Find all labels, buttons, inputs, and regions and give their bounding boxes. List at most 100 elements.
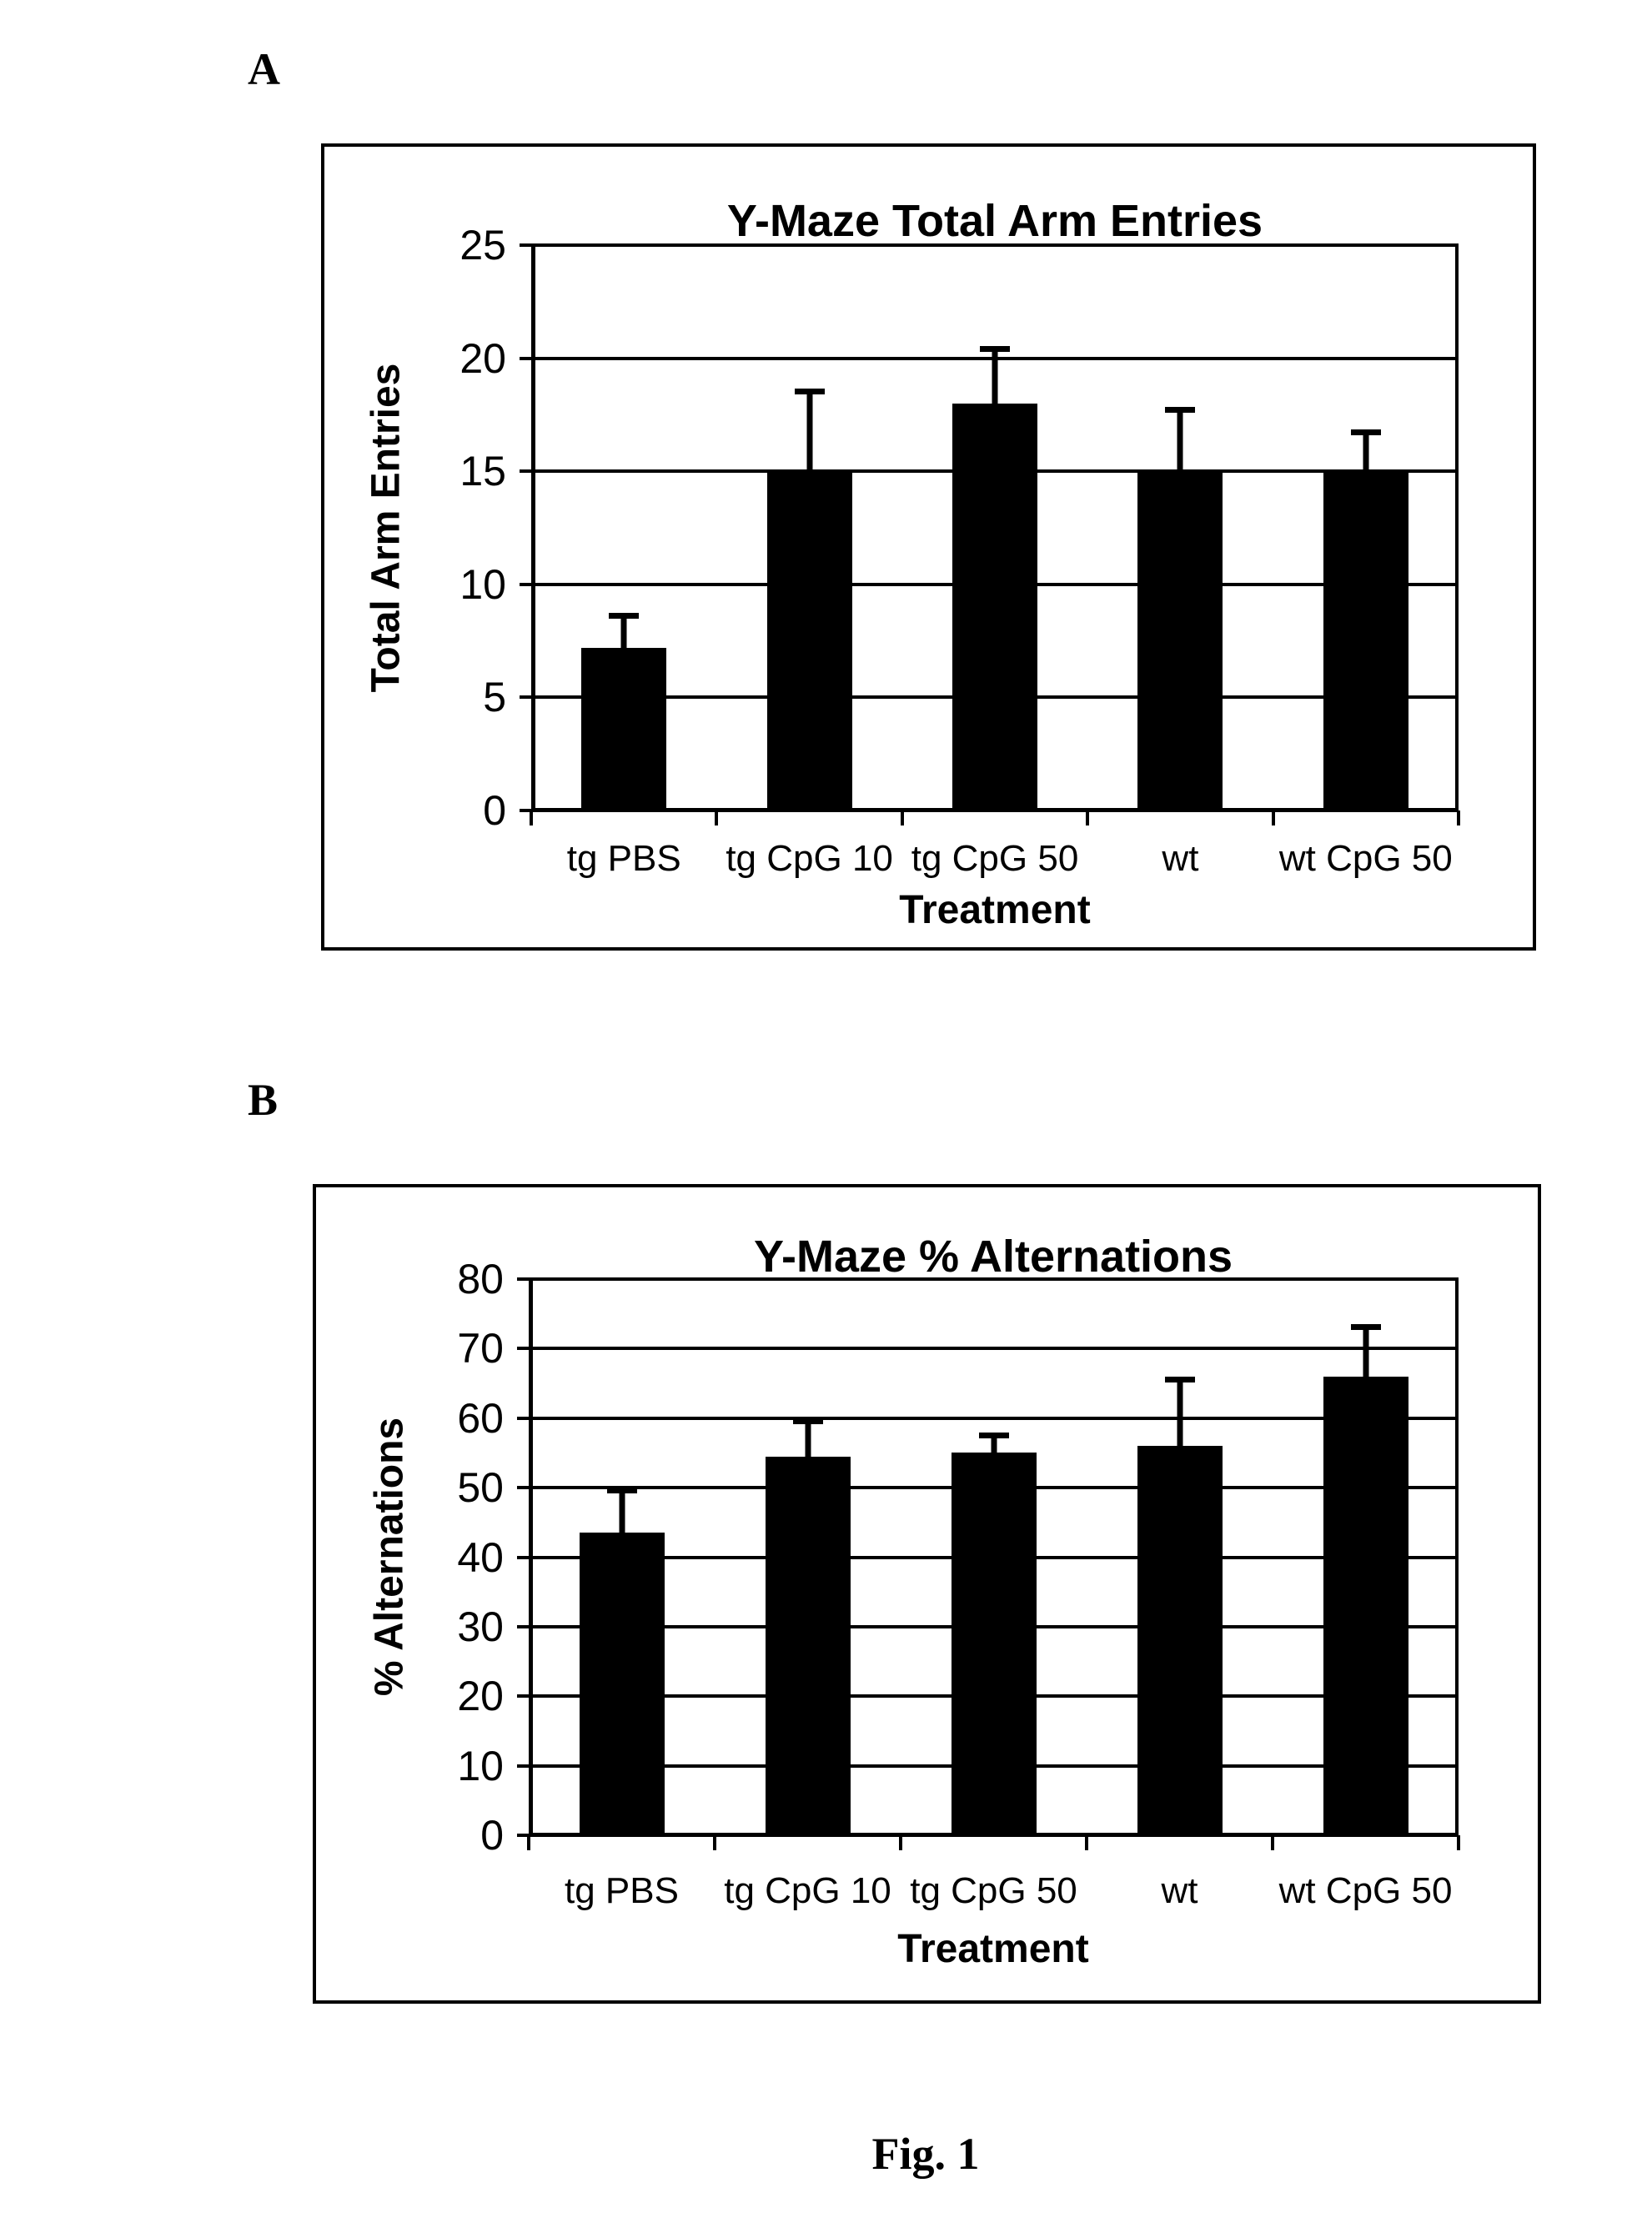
x-category-label: wt CpG 50 (1278, 838, 1453, 879)
chart-b-frame: Y-Maze % Alternations % Alternations 0 10… (313, 1184, 1541, 2004)
error-bar-stem (1363, 1327, 1368, 1377)
x-axis-tick (530, 810, 533, 825)
y-axis-tick (520, 695, 538, 700)
x-axis-tick (1086, 810, 1090, 825)
y-tick-label: 50 (457, 1464, 504, 1512)
error-bar-stem (992, 349, 998, 404)
chart-b-plot-area (517, 1277, 1460, 1850)
x-axis-tick (1457, 810, 1460, 825)
error-bar-stem (1177, 1379, 1183, 1447)
error-bar-cap (794, 389, 825, 395)
bar-tg-pbs (579, 1533, 665, 1835)
gridline (529, 1416, 1459, 1420)
x-axis-tick (527, 1835, 530, 1850)
y-tick-label: 70 (457, 1325, 504, 1372)
y-axis-tick (517, 1277, 535, 1281)
y-axis-tick (520, 809, 538, 812)
bar-wt (1137, 1446, 1223, 1835)
x-axis-tick (715, 810, 719, 825)
gridline (529, 1347, 1459, 1351)
error-bar-stem (620, 615, 627, 648)
error-bar-stem (619, 1491, 625, 1533)
error-bar-cap (1165, 406, 1196, 413)
x-axis-tick (900, 810, 904, 825)
bar-wt-cpg-50 (1323, 1376, 1408, 1835)
y-axis-tick (517, 1416, 535, 1420)
x-category-label: tg CpG 10 (726, 838, 893, 879)
panel-b-label: B (248, 1075, 279, 1125)
error-bar-stem (806, 392, 813, 472)
x-axis-tick (1271, 1835, 1274, 1850)
y-tick-label: 10 (459, 560, 506, 608)
error-bar-cap (1164, 1376, 1195, 1382)
x-category-label: tg PBS (566, 838, 681, 879)
y-axis-tick (517, 1486, 535, 1490)
x-category-label: wt CpG 50 (1278, 1870, 1453, 1911)
y-tick-label: 0 (480, 1812, 504, 1859)
x-category-label: tg CpG 10 (724, 1870, 891, 1911)
y-tick-label: 40 (457, 1533, 504, 1581)
error-bar-cap (606, 1488, 637, 1494)
chart-a-plot-area (520, 243, 1460, 825)
y-tick-label: 20 (459, 334, 506, 382)
x-category-label: wt (1161, 1870, 1198, 1911)
chart-a-title: Y-Maze Total Arm Entries (726, 196, 1263, 246)
y-axis-line (529, 1277, 533, 1835)
y-tick-label: 80 (457, 1256, 504, 1302)
chart-a-x-axis-title: Treatment (899, 888, 1091, 932)
chart-b-x-axis-title: Treatment (897, 1927, 1089, 1971)
error-bar-stem (991, 1435, 997, 1453)
y-tick-label: 25 (459, 222, 506, 268)
x-category-label: wt (1162, 838, 1199, 879)
y-tick-label: 30 (457, 1603, 504, 1650)
y-tick-label: 20 (457, 1673, 504, 1720)
x-axis-tick (1271, 810, 1275, 825)
panel-a-label: A (248, 44, 280, 94)
x-category-label: tg CpG 50 (910, 1870, 1077, 1911)
y-tick-label: 10 (457, 1742, 504, 1789)
bar-tg-cpg-50 (951, 1453, 1037, 1835)
y-tick-label: 0 (483, 787, 506, 834)
x-category-label: tg CpG 50 (911, 838, 1079, 879)
error-bar-cap (609, 612, 640, 619)
chart-a-y-tick-labels: 0 5 10 15 20 25 (324, 224, 506, 831)
y-axis-tick (517, 1764, 535, 1768)
chart-b-y-tick-labels: 0 10 20 30 40 50 60 70 80 (316, 1258, 504, 1856)
chart-b-title: Y-Maze % Alternations (753, 1232, 1233, 1282)
y-axis-tick (520, 243, 538, 247)
figure-caption: Fig. 1 (871, 2129, 980, 2179)
x-axis-tick (1085, 1835, 1088, 1850)
bar-wt-cpg-50 (1323, 471, 1408, 810)
gridline (531, 243, 1459, 247)
plot-right-edge (1455, 1277, 1459, 1835)
y-tick-label: 15 (459, 448, 506, 495)
error-bar-cap (978, 1432, 1009, 1438)
error-bar-cap (980, 345, 1010, 352)
y-axis-tick (517, 1834, 535, 1837)
y-axis-tick (520, 356, 538, 360)
bar-tg-pbs (581, 647, 667, 810)
chart-b-x-tick-labels: tg PBS tg CpG 10 tg CpG 50 wt wt CpG 50 (529, 1870, 1459, 1911)
x-category-label: tg PBS (565, 1870, 679, 1911)
y-axis-tick (517, 1624, 535, 1628)
y-axis-line (531, 243, 535, 810)
bar-wt (1137, 471, 1223, 810)
error-bar-cap (1350, 429, 1381, 436)
plot-right-edge (1455, 243, 1459, 810)
bar-tg-cpg-10 (765, 1456, 851, 1835)
y-axis-tick (520, 469, 538, 474)
error-bar-stem (1177, 409, 1183, 472)
y-axis-tick (520, 582, 538, 586)
y-axis-tick (517, 1347, 535, 1351)
y-tick-label: 5 (483, 674, 506, 721)
x-axis-tick (1457, 1835, 1460, 1850)
chart-a-frame: Y-Maze Total Arm Entries Total Arm Entri… (321, 143, 1536, 951)
y-axis-tick (517, 1694, 535, 1699)
x-axis-tick (713, 1835, 716, 1850)
y-tick-label: 60 (457, 1394, 504, 1442)
bar-tg-cpg-10 (766, 471, 852, 810)
bar-tg-cpg-50 (952, 403, 1037, 810)
error-bar-stem (1363, 433, 1369, 472)
error-bar-stem (805, 1421, 811, 1457)
